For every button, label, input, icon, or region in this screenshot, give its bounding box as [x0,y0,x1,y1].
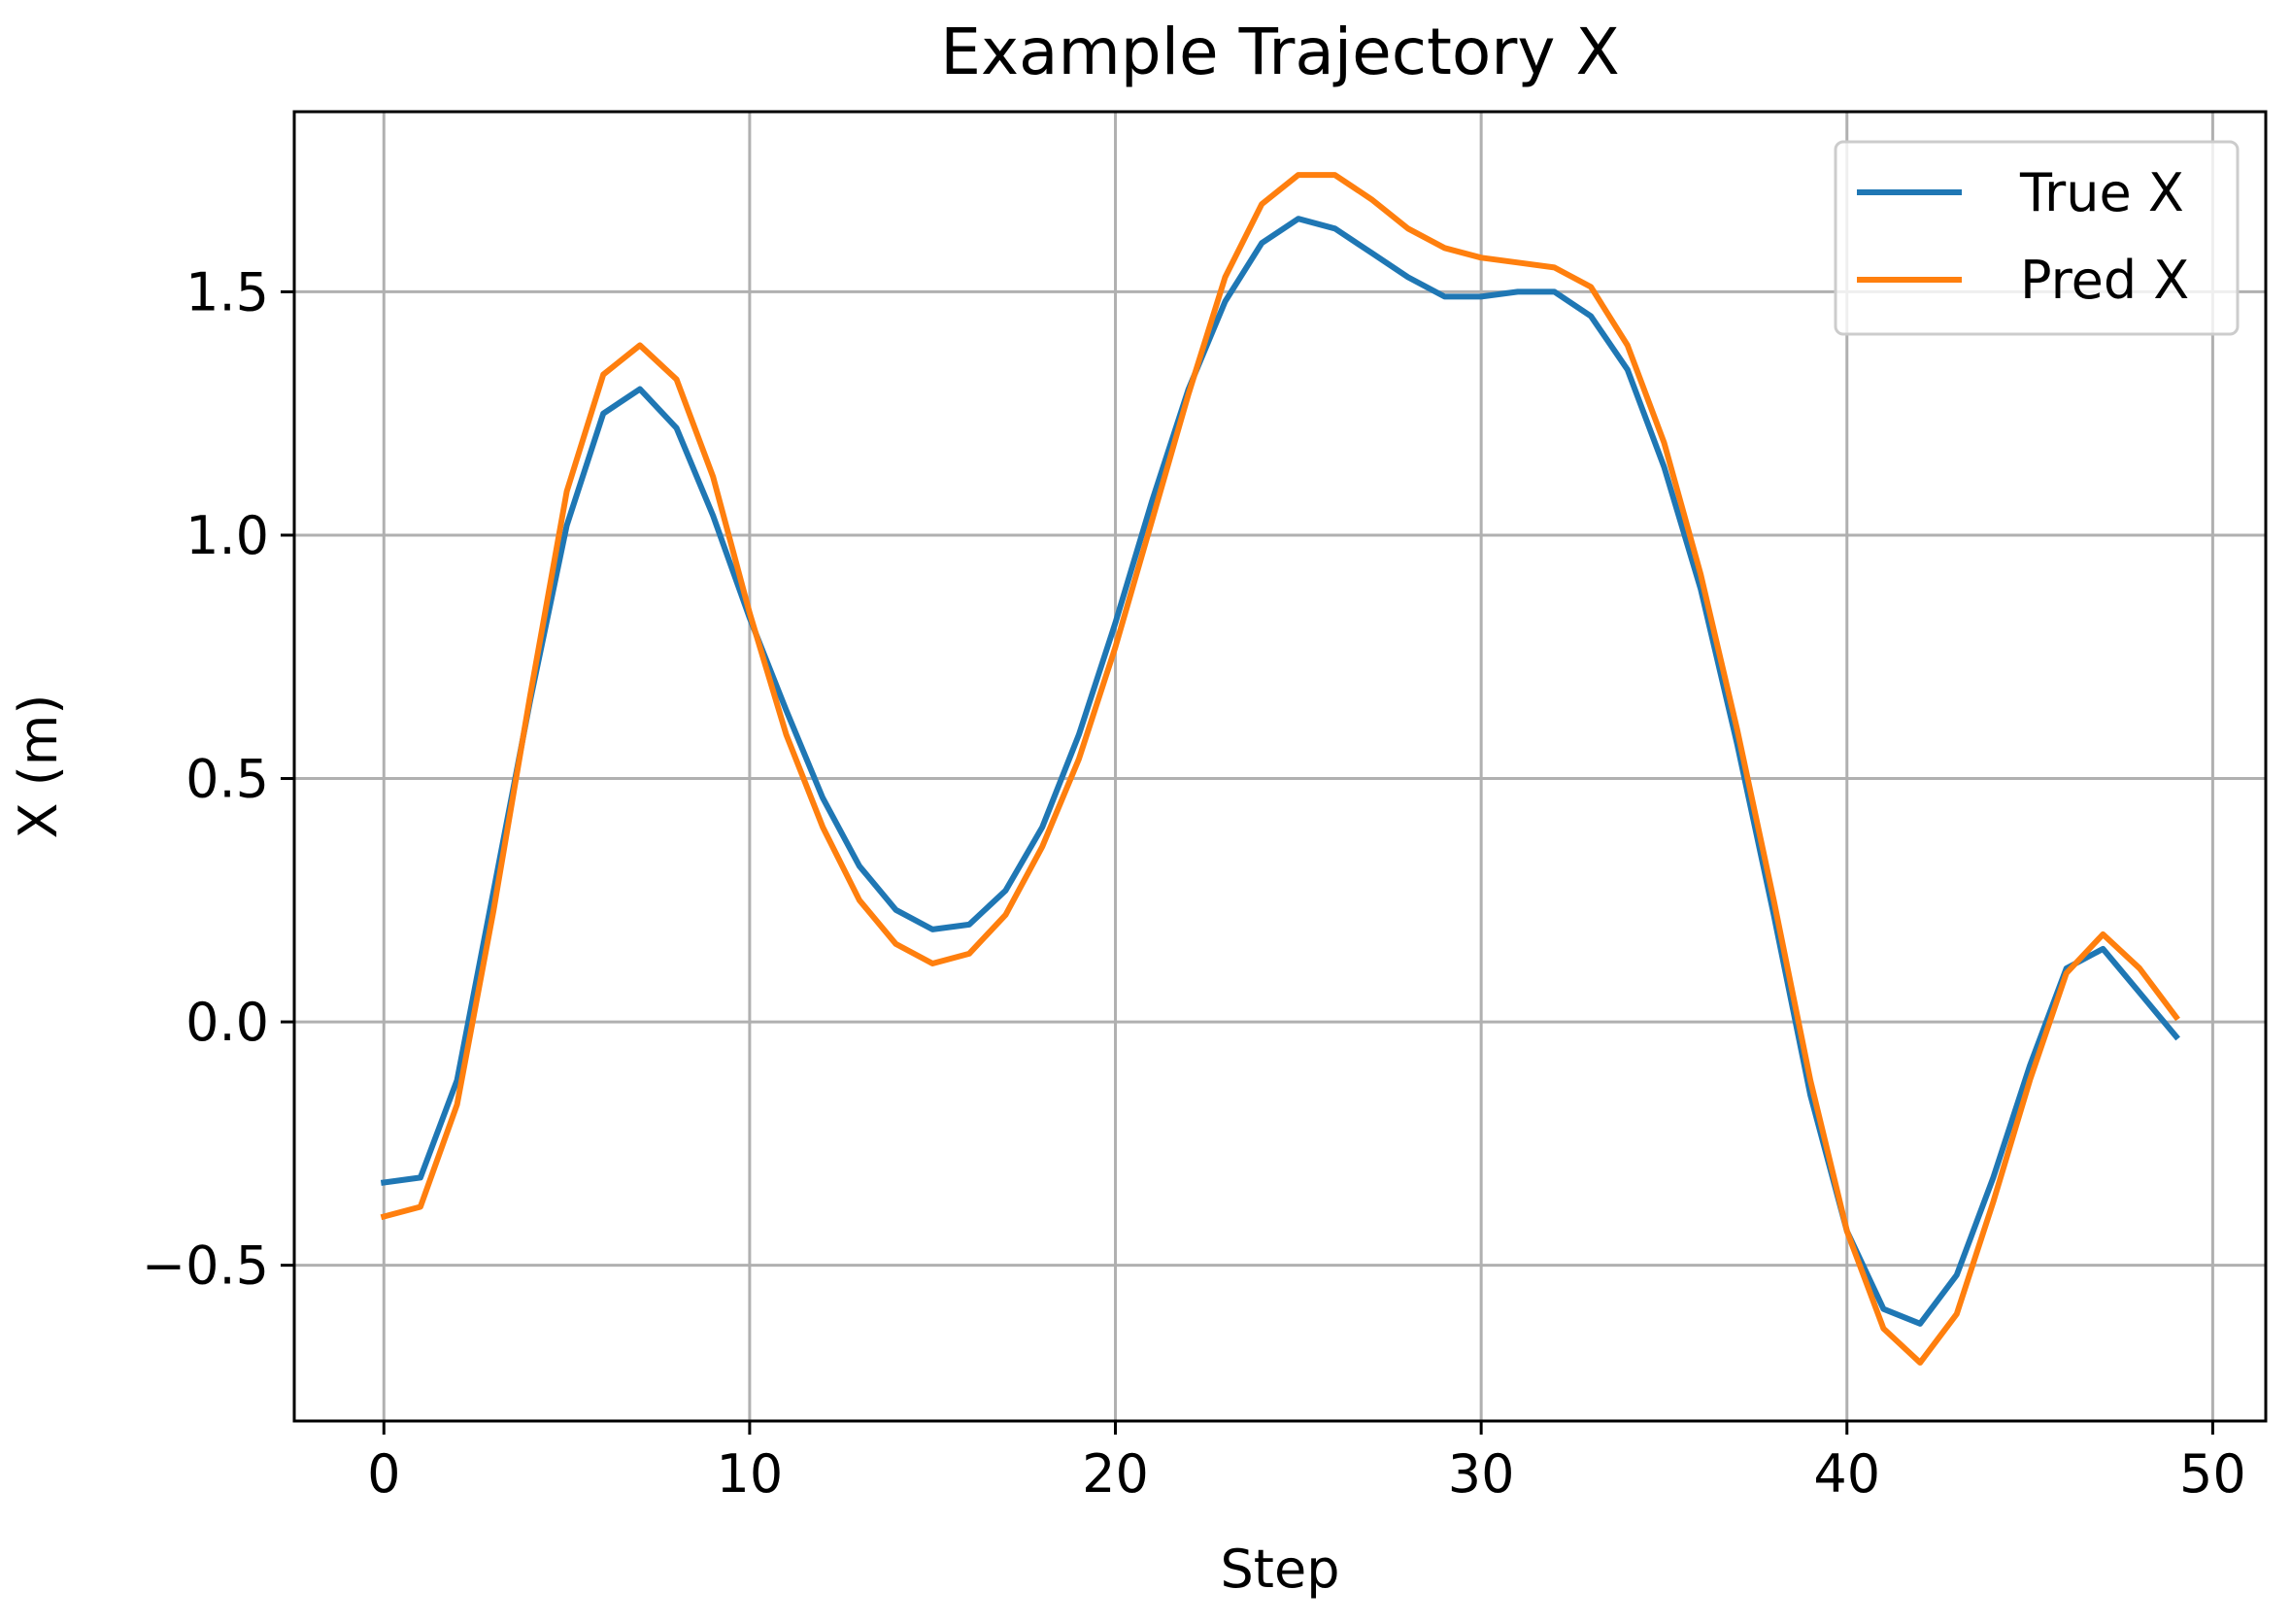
legend-label: Pred X [2020,250,2189,311]
series-line-pred-x [380,172,2180,1366]
y-tick-label: 1.5 [185,261,269,322]
series-line-true-x [380,216,2180,1327]
y-tick-label: 0.0 [185,992,269,1053]
y-tick-label: 0.5 [185,749,269,810]
x-tick-label: 50 [2179,1443,2246,1505]
y-axis-label: X (m) [8,694,69,839]
x-tick-label: 10 [717,1443,784,1505]
y-tick-label: −0.5 [142,1235,269,1297]
series-lines [380,172,2180,1366]
chart-title: Example Trajectory X [940,15,1619,89]
plot-area-frame [292,110,2268,1423]
x-tick-label: 20 [1082,1443,1149,1505]
x-tick-label: 0 [367,1443,400,1505]
x-tick-label: 40 [1813,1443,1880,1505]
y-tick-label: 1.0 [185,505,269,566]
x-tick-label: 30 [1448,1443,1515,1505]
legend-label: True X [2019,162,2184,223]
legend: True X Pred X [1834,140,2240,336]
ticks: 0 10 20 30 40 50 −0.5 0.0 0.5 1.0 1.5 [142,261,2246,1505]
x-axis-label: Step [1221,1539,1340,1600]
